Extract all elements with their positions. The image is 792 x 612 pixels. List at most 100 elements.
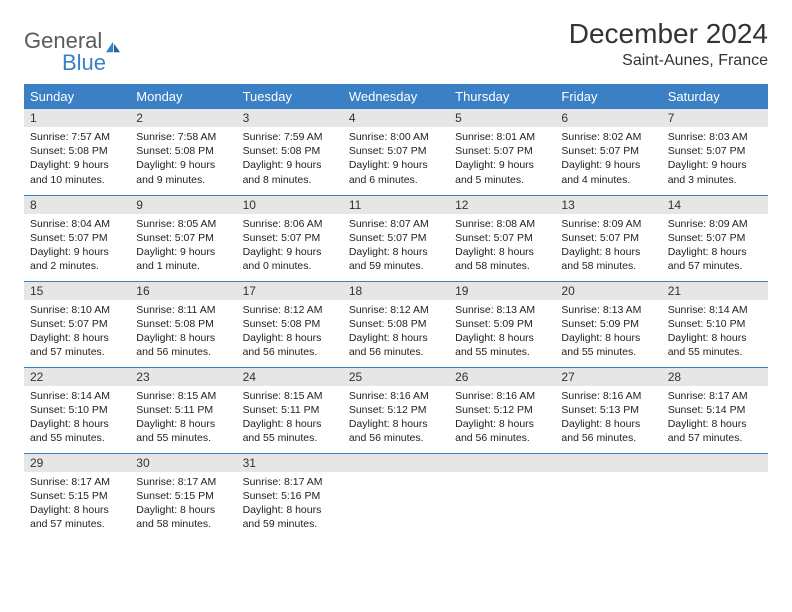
day-details: Sunrise: 8:14 AMSunset: 5:10 PMDaylight:… [662,300,768,364]
sunset-line: Sunset: 5:10 PM [30,403,124,417]
daylight-line: Daylight: 8 hours and 57 minutes. [668,245,762,273]
sunset-line: Sunset: 5:07 PM [136,231,230,245]
day-number: 24 [237,368,343,386]
empty-day-bar [343,454,449,472]
empty-day-bar [449,454,555,472]
daylight-line: Daylight: 8 hours and 55 minutes. [30,417,124,445]
daylight-line: Daylight: 8 hours and 55 minutes. [668,331,762,359]
daylight-line: Daylight: 9 hours and 3 minutes. [668,158,762,186]
calendar-day-cell: 16Sunrise: 8:11 AMSunset: 5:08 PMDayligh… [130,281,236,367]
sunset-line: Sunset: 5:16 PM [243,489,337,503]
day-details: Sunrise: 8:13 AMSunset: 5:09 PMDaylight:… [555,300,661,364]
sunset-line: Sunset: 5:07 PM [349,144,443,158]
sunset-line: Sunset: 5:08 PM [243,317,337,331]
day-details: Sunrise: 8:01 AMSunset: 5:07 PMDaylight:… [449,127,555,191]
daylight-line: Daylight: 8 hours and 57 minutes. [30,503,124,531]
calendar-day-cell: 20Sunrise: 8:13 AMSunset: 5:09 PMDayligh… [555,281,661,367]
day-details: Sunrise: 8:02 AMSunset: 5:07 PMDaylight:… [555,127,661,191]
day-number: 26 [449,368,555,386]
day-details: Sunrise: 8:13 AMSunset: 5:09 PMDaylight:… [449,300,555,364]
day-number: 23 [130,368,236,386]
sunrise-line: Sunrise: 8:16 AM [455,389,549,403]
sunrise-line: Sunrise: 8:14 AM [668,303,762,317]
day-number: 30 [130,454,236,472]
daylight-line: Daylight: 8 hours and 58 minutes. [561,245,655,273]
calendar-day-cell: 1Sunrise: 7:57 AMSunset: 5:08 PMDaylight… [24,109,130,195]
weekday-header: Friday [555,84,661,109]
weekday-header: Sunday [24,84,130,109]
daylight-line: Daylight: 8 hours and 59 minutes. [349,245,443,273]
calendar-day-cell: 12Sunrise: 8:08 AMSunset: 5:07 PMDayligh… [449,195,555,281]
calendar-day-cell: 6Sunrise: 8:02 AMSunset: 5:07 PMDaylight… [555,109,661,195]
day-details: Sunrise: 8:03 AMSunset: 5:07 PMDaylight:… [662,127,768,191]
calendar-table: Sunday Monday Tuesday Wednesday Thursday… [24,84,768,539]
daylight-line: Daylight: 8 hours and 58 minutes. [455,245,549,273]
sunset-line: Sunset: 5:08 PM [136,144,230,158]
calendar-day-cell: 25Sunrise: 8:16 AMSunset: 5:12 PMDayligh… [343,367,449,453]
daylight-line: Daylight: 8 hours and 58 minutes. [136,503,230,531]
sunset-line: Sunset: 5:08 PM [30,144,124,158]
sunrise-line: Sunrise: 8:17 AM [30,475,124,489]
day-details: Sunrise: 8:10 AMSunset: 5:07 PMDaylight:… [24,300,130,364]
day-details: Sunrise: 8:17 AMSunset: 5:16 PMDaylight:… [237,472,343,536]
sunrise-line: Sunrise: 8:17 AM [668,389,762,403]
calendar-day-cell: 18Sunrise: 8:12 AMSunset: 5:08 PMDayligh… [343,281,449,367]
daylight-line: Daylight: 8 hours and 55 minutes. [136,417,230,445]
daylight-line: Daylight: 8 hours and 56 minutes. [349,331,443,359]
daylight-line: Daylight: 9 hours and 9 minutes. [136,158,230,186]
day-details: Sunrise: 8:11 AMSunset: 5:08 PMDaylight:… [130,300,236,364]
daylight-line: Daylight: 9 hours and 5 minutes. [455,158,549,186]
day-details: Sunrise: 8:09 AMSunset: 5:07 PMDaylight:… [662,214,768,278]
sunrise-line: Sunrise: 8:05 AM [136,217,230,231]
calendar-day-cell: 19Sunrise: 8:13 AMSunset: 5:09 PMDayligh… [449,281,555,367]
daylight-line: Daylight: 9 hours and 0 minutes. [243,245,337,273]
calendar-day-cell [662,453,768,539]
sunset-line: Sunset: 5:14 PM [668,403,762,417]
sunset-line: Sunset: 5:13 PM [561,403,655,417]
sunrise-line: Sunrise: 8:00 AM [349,130,443,144]
sunset-line: Sunset: 5:08 PM [243,144,337,158]
sunrise-line: Sunrise: 8:07 AM [349,217,443,231]
sunset-line: Sunset: 5:07 PM [668,144,762,158]
calendar-day-cell: 10Sunrise: 8:06 AMSunset: 5:07 PMDayligh… [237,195,343,281]
header: GeneralBlue December 2024 Saint-Aunes, F… [24,18,768,76]
calendar-day-cell: 28Sunrise: 8:17 AMSunset: 5:14 PMDayligh… [662,367,768,453]
day-details: Sunrise: 8:07 AMSunset: 5:07 PMDaylight:… [343,214,449,278]
day-number: 28 [662,368,768,386]
day-details: Sunrise: 8:16 AMSunset: 5:12 PMDaylight:… [449,386,555,450]
calendar-day-cell: 8Sunrise: 8:04 AMSunset: 5:07 PMDaylight… [24,195,130,281]
calendar-day-cell: 3Sunrise: 7:59 AMSunset: 5:08 PMDaylight… [237,109,343,195]
day-number: 25 [343,368,449,386]
sunset-line: Sunset: 5:09 PM [455,317,549,331]
sunset-line: Sunset: 5:11 PM [243,403,337,417]
sunrise-line: Sunrise: 8:17 AM [243,475,337,489]
sunset-line: Sunset: 5:11 PM [136,403,230,417]
sunset-line: Sunset: 5:08 PM [349,317,443,331]
day-number: 9 [130,196,236,214]
day-details: Sunrise: 8:15 AMSunset: 5:11 PMDaylight:… [130,386,236,450]
sunset-line: Sunset: 5:10 PM [668,317,762,331]
day-details: Sunrise: 8:14 AMSunset: 5:10 PMDaylight:… [24,386,130,450]
sunrise-line: Sunrise: 8:16 AM [561,389,655,403]
daylight-line: Daylight: 8 hours and 56 minutes. [349,417,443,445]
sunrise-line: Sunrise: 8:13 AM [455,303,549,317]
sunrise-line: Sunrise: 8:01 AM [455,130,549,144]
calendar-day-cell: 2Sunrise: 7:58 AMSunset: 5:08 PMDaylight… [130,109,236,195]
calendar-day-cell: 9 Sunrise: 8:05 AMSunset: 5:07 PMDaylight… [130,195,236,281]
daylight-line: Daylight: 8 hours and 55 minutes. [455,331,549,359]
day-details: Sunrise: 8:15 AMSunset: 5:11 PMDaylight:… [237,386,343,450]
empty-day-bar [555,454,661,472]
calendar-week-row: 29Sunrise: 8:17 AMSunset: 5:15 PMDayligh… [24,453,768,539]
daylight-line: Daylight: 9 hours and 1 minute. [136,245,230,273]
day-details: Sunrise: 8:12 AMSunset: 5:08 PMDaylight:… [237,300,343,364]
day-number: 8 [24,196,130,214]
sunrise-line: Sunrise: 8:06 AM [243,217,337,231]
day-details: Sunrise: 8:12 AMSunset: 5:08 PMDaylight:… [343,300,449,364]
day-number: 20 [555,282,661,300]
sunset-line: Sunset: 5:15 PM [30,489,124,503]
day-details: Sunrise: 8:17 AMSunset: 5:15 PMDaylight:… [24,472,130,536]
day-number: 31 [237,454,343,472]
sunset-line: Sunset: 5:07 PM [30,231,124,245]
sunrise-line: Sunrise: 8:08 AM [455,217,549,231]
month-title: December 2024 [569,18,768,50]
